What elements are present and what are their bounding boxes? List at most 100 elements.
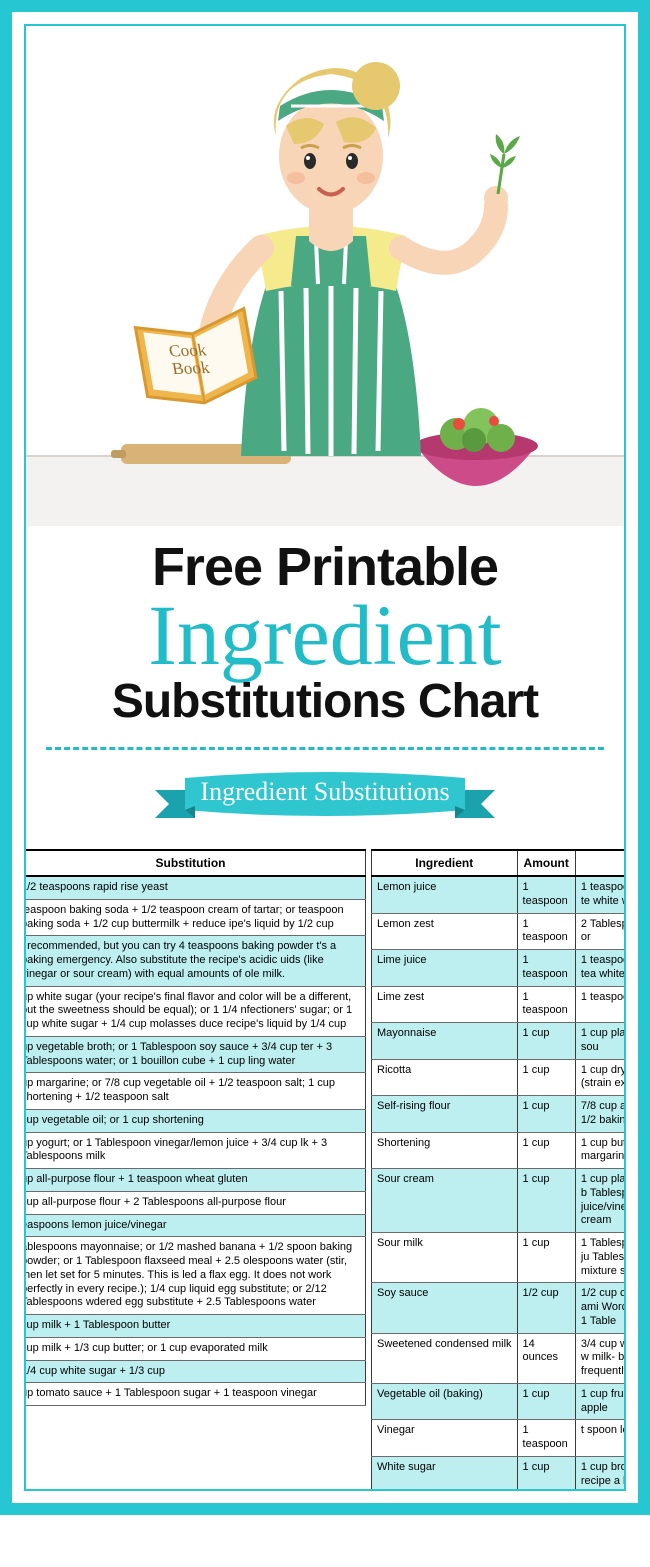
table-row: easpoons lemon juice/vinegar	[26, 1214, 366, 1237]
cell-substitution: 1 teaspoon lemon juice; or 1 tea white w…	[575, 950, 624, 987]
cell-substitution: t recommended, but you can try 4 teaspoo…	[26, 936, 366, 986]
table-row: t recommended, but you can try 4 teaspoo…	[26, 936, 366, 986]
table-row: up white sugar (your recipe's final flav…	[26, 986, 366, 1036]
cell-substitution: up tomato sauce + 1 Tablespoon sugar + 1…	[26, 1383, 366, 1406]
ribbon-banner: Ingredient Substitutions	[26, 762, 624, 837]
table-row: Lime zest1 teaspoon1 teaspoon lemon zest	[372, 986, 625, 1023]
cell-substitution: 1 cup plain yogurt; or 1 cup sou	[575, 1023, 624, 1060]
table-row: Self-rising flour1 cup7/8 cup all-purpos…	[372, 1096, 625, 1133]
outer-frame: Cook Book Free Printable Ingredient Subs…	[0, 0, 650, 1515]
cell-substitution: cup vegetable oil; or 1 cup shortening	[26, 1109, 366, 1132]
table-row: up vegetable broth; or 1 Tablespoon soy …	[26, 1036, 366, 1073]
table-row: cup vegetable oil; or 1 cup shortening	[26, 1109, 366, 1132]
cell-substitution: 1 cup brown sugar (your recipe a bit dif…	[575, 1456, 624, 1489]
cell-amount: 14 ounces	[517, 1333, 575, 1383]
cell-substitution: 2 Tablespoons lemon juice; or	[575, 913, 624, 950]
cell-amount: 1 teaspoon	[517, 876, 575, 913]
cell-amount: 1/2 cup	[517, 1283, 575, 1333]
tables-area: Substitution 1/2 teaspoons rapid rise ye…	[26, 849, 624, 1489]
table-row: Shortening1 cup1 cup butter; or 1 cup ma…	[372, 1132, 625, 1169]
table-row: up tomato sauce + 1 Tablespoon sugar + 1…	[26, 1383, 366, 1406]
cell-substitution: up all-purpose flour + 1 teaspoon wheat …	[26, 1169, 366, 1192]
table-row: Sour milk1 cup1 Tablespoon vinegar/lemon…	[372, 1233, 625, 1283]
table-row: teaspoon baking soda + 1/2 teaspoon crea…	[26, 899, 366, 936]
cell-ingredient: Ricotta	[372, 1059, 518, 1096]
cell-substitution: 1 Tablespoon vinegar/lemon ju Tablespoon…	[575, 1233, 624, 1283]
table-row: 1/2 teaspoons rapid rise yeast	[26, 876, 366, 899]
cell-amount: 1 teaspoon	[517, 986, 575, 1023]
title-block: Free Printable Ingredient Substitutions …	[26, 526, 624, 739]
cell-substitution: 1/2 teaspoons rapid rise yeast	[26, 876, 366, 899]
cell-ingredient: Mayonnaise	[372, 1023, 518, 1060]
col-header-amount: Amount	[517, 850, 575, 876]
cell-amount: 1 cup	[517, 1096, 575, 1133]
table-row: Sweetened condensed milk14 ounces3/4 cup…	[372, 1333, 625, 1383]
table-row: Vinegar1 teaspoont spoon lemon/lime juic…	[372, 1420, 625, 1457]
cell-amount: 1 cup	[517, 1383, 575, 1420]
table-row: White sugar1 cup1 cup brown sugar (your …	[372, 1456, 625, 1489]
table-row: cup all-purpose flour + 2 Tablespoons al…	[26, 1191, 366, 1214]
substitution-table-right: Ingredient Amount Subst Lemon juice1 tea…	[371, 849, 624, 1489]
cell-substitution: up margarine; or 7/8 cup vegetable oil +…	[26, 1073, 366, 1110]
table-row: Vegetable oil (baking)1 cup1 cup fruit p…	[372, 1383, 625, 1420]
cell-amount: 1 cup	[517, 1233, 575, 1283]
cell-ingredient: Sour cream	[372, 1169, 518, 1233]
table-row: up yogurt; or 1 Tablespoon vinegar/lemon…	[26, 1132, 366, 1169]
inner-frame: Cook Book Free Printable Ingredient Subs…	[24, 24, 626, 1491]
cell-amount: 1 cup	[517, 1132, 575, 1169]
cell-ingredient: Soy sauce	[372, 1283, 518, 1333]
col-header-subst: Subst	[575, 850, 624, 876]
table-row: Soy sauce1/2 cup1/2 cup coco aminos/liqu…	[372, 1283, 625, 1333]
cell-substitution: 1 cup butter; or 1 cup margarin teaspoon	[575, 1132, 624, 1169]
cell-ingredient: Lime zest	[372, 986, 518, 1023]
cell-substitution: ablespoons mayonnaise; or 1/2 mashed ban…	[26, 1237, 366, 1315]
cell-substitution: 3/4 cup white sugar + 1/2 cup w milk- bo…	[575, 1333, 624, 1383]
cell-ingredient: Vegetable oil (baking)	[372, 1383, 518, 1420]
table-row: up all-purpose flour + 1 teaspoon wheat …	[26, 1169, 366, 1192]
table-row: Sour cream1 cup1 cup plain yogurt; or 3/…	[372, 1169, 625, 1233]
table-row: Lime juice1 teaspoon1 teaspoon lemon jui…	[372, 950, 625, 987]
cell-substitution: up yogurt; or 1 Tablespoon vinegar/lemon…	[26, 1132, 366, 1169]
cell-amount: 1 teaspoon	[517, 1420, 575, 1457]
cell-ingredient: Lime juice	[372, 950, 518, 987]
cell-substitution: 7/8 cup all-purpose flour + 1/2 baking p…	[575, 1096, 624, 1133]
dashed-divider	[46, 747, 604, 750]
cell-substitution: cup milk + 1 Tablespoon butter	[26, 1315, 366, 1338]
substitution-table-left: Substitution 1/2 teaspoons rapid rise ye…	[26, 849, 366, 1406]
cell-substitution: teaspoon baking soda + 1/2 teaspoon crea…	[26, 899, 366, 936]
cell-substitution: 1 teaspoon lemon zest	[575, 986, 624, 1023]
table-row: Lemon zest1 teaspoon2 Tablespoons lemon …	[372, 913, 625, 950]
cell-substitution: t spoon lemon/lime juice; or	[575, 1420, 624, 1457]
cell-substitution: 1/2 cup coco aminos/liquid ami Worcester…	[575, 1283, 624, 1333]
cell-ingredient: Sour milk	[372, 1233, 518, 1283]
table-row: ablespoons mayonnaise; or 1/2 mashed ban…	[26, 1237, 366, 1315]
table-row: cup milk + 1 Tablespoon butter	[26, 1315, 366, 1338]
cell-ingredient: Lemon juice	[372, 876, 518, 913]
cell-substitution: cup milk + 1/3 cup butter; or 1 cup evap…	[26, 1337, 366, 1360]
cell-substitution: 1 cup fruit puree (such as apple	[575, 1383, 624, 1420]
cell-amount: 1 cup	[517, 1169, 575, 1233]
table-row: Ricotta1 cup1 cup dry cottage cheese (st…	[372, 1059, 625, 1096]
hero-illustration: Cook Book	[26, 26, 624, 526]
cell-substitution: 1 teaspoon lime juice; or 1/2 te white w…	[575, 876, 624, 913]
table-row: 1/4 cup white sugar + 1/3 cup	[26, 1360, 366, 1383]
cell-amount: 1 cup	[517, 1456, 575, 1489]
cell-ingredient: Lemon zest	[372, 913, 518, 950]
cell-amount: 1 cup	[517, 1023, 575, 1060]
cell-amount: 1 teaspoon	[517, 950, 575, 987]
cell-substitution: 1 cup plain yogurt; or 3/4 cup b Tablesp…	[575, 1169, 624, 1233]
col-header-substitution: Substitution	[26, 850, 366, 876]
cell-substitution: 1/4 cup white sugar + 1/3 cup	[26, 1360, 366, 1383]
title-line-2: Ingredient	[36, 592, 614, 678]
cell-substitution: up white sugar (your recipe's final flav…	[26, 986, 366, 1036]
cookbook-text-2: Book	[171, 358, 212, 378]
table-row: Mayonnaise1 cup1 cup plain yogurt; or 1 …	[372, 1023, 625, 1060]
cell-amount: 1 cup	[517, 1059, 575, 1096]
ribbon-text: Ingredient Substitutions	[200, 777, 449, 806]
cell-ingredient: Shortening	[372, 1132, 518, 1169]
cell-amount: 1 teaspoon	[517, 913, 575, 950]
cell-substitution: easpoons lemon juice/vinegar	[26, 1214, 366, 1237]
table-row: up margarine; or 7/8 cup vegetable oil +…	[26, 1073, 366, 1110]
cell-ingredient: Self-rising flour	[372, 1096, 518, 1133]
table-row: cup milk + 1/3 cup butter; or 1 cup evap…	[26, 1337, 366, 1360]
